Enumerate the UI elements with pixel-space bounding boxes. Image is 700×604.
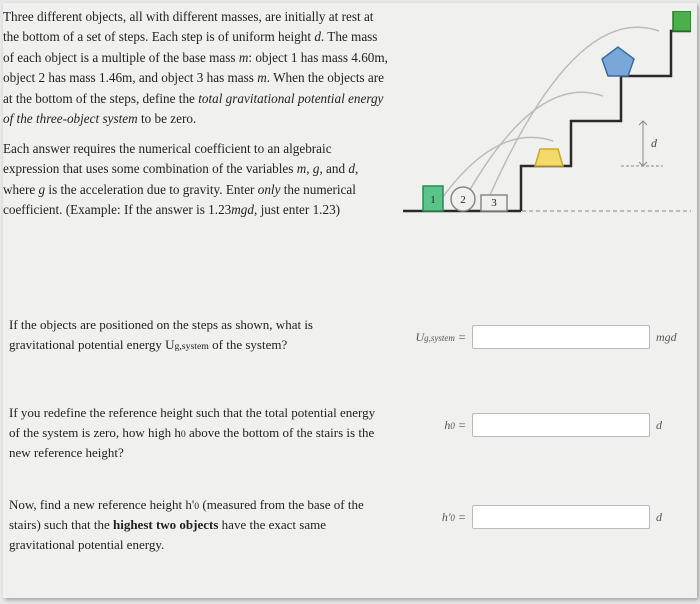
q1-input[interactable] bbox=[472, 325, 650, 349]
q3-answer: h'0 = d bbox=[404, 505, 684, 529]
question-2: If you redefine the reference height suc… bbox=[9, 403, 689, 463]
steps-diagram: 1 2 3 d bbox=[403, 11, 691, 231]
q1-label: Ug,system = bbox=[404, 330, 466, 345]
q2-input[interactable] bbox=[472, 413, 650, 437]
q2-text: If you redefine the reference height suc… bbox=[9, 403, 379, 463]
intro-text: Three different objects, all with differ… bbox=[3, 7, 389, 230]
label-d: d bbox=[651, 136, 658, 150]
q2-unit: d bbox=[656, 418, 684, 433]
q2-answer: h0 = d bbox=[404, 413, 684, 437]
intro-p2: Each answer requires the numerical coeff… bbox=[3, 139, 389, 221]
q1-text: If the objects are positioned on the ste… bbox=[9, 315, 379, 355]
q2-label: h0 = bbox=[404, 418, 466, 433]
label-1: 1 bbox=[430, 194, 436, 206]
label-2: 2 bbox=[460, 194, 466, 206]
q1-unit: mgd bbox=[656, 330, 684, 345]
q3-label: h'0 = bbox=[404, 510, 466, 525]
q3-input[interactable] bbox=[472, 505, 650, 529]
intro-p1: Three different objects, all with differ… bbox=[3, 7, 389, 130]
question-1: If the objects are positioned on the ste… bbox=[9, 315, 689, 355]
page: Three different objects, all with differ… bbox=[3, 3, 697, 598]
q1-answer: Ug,system = mgd bbox=[404, 325, 684, 349]
q3-unit: d bbox=[656, 510, 684, 525]
q3-text: Now, find a new reference height h'0 (me… bbox=[9, 495, 379, 555]
label-3: 3 bbox=[491, 197, 497, 209]
question-3: Now, find a new reference height h'0 (me… bbox=[9, 495, 689, 555]
